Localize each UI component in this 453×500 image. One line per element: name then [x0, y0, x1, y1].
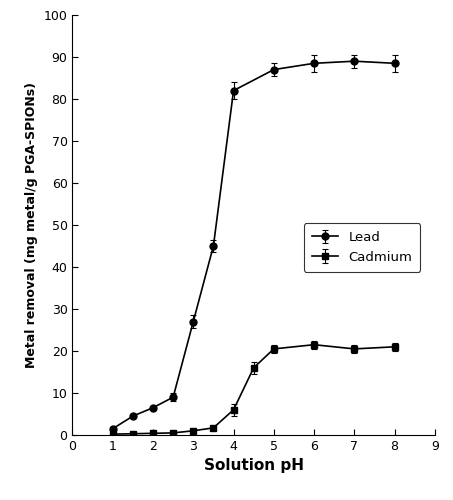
Legend: Lead, Cadmium: Lead, Cadmium [304, 223, 420, 272]
X-axis label: Solution pH: Solution pH [204, 458, 304, 473]
Y-axis label: Metal removal (mg metal/g PGA-SPIONs): Metal removal (mg metal/g PGA-SPIONs) [25, 82, 38, 368]
